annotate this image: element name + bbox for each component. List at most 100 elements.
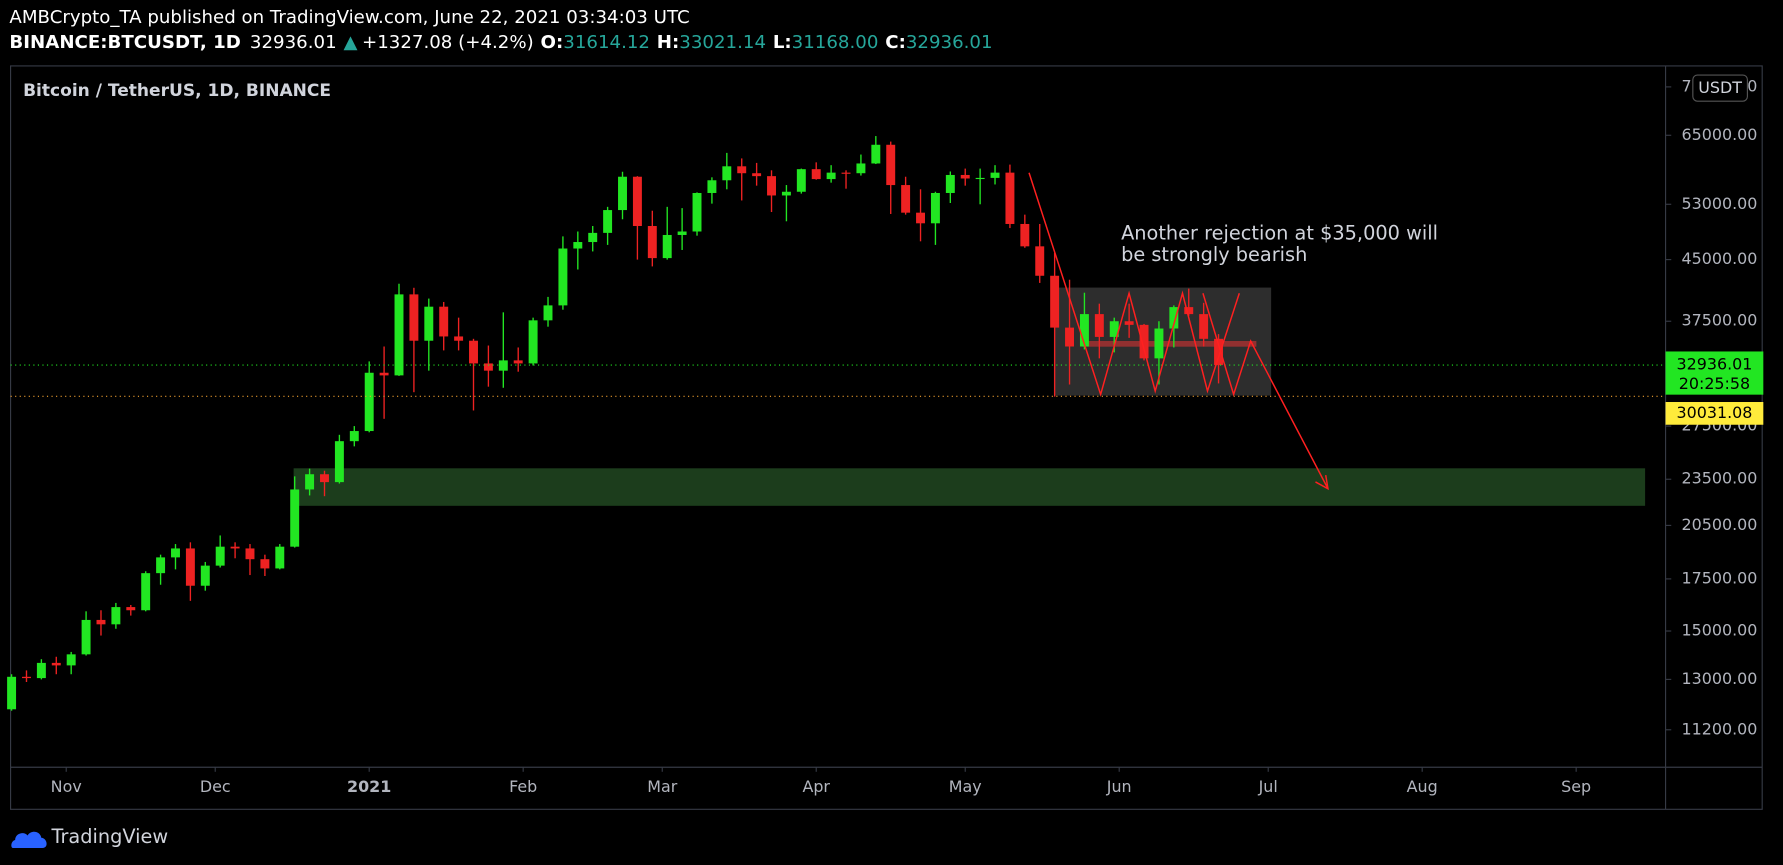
x-tick-label: Sep — [1561, 777, 1591, 796]
candle-body — [454, 336, 464, 341]
candle-body — [439, 306, 449, 337]
y-tick-label: 13000.00 — [1681, 669, 1757, 688]
candle-body — [558, 248, 568, 306]
candle-body — [334, 441, 344, 483]
candle-body — [81, 619, 91, 655]
drawings: Another rejection at $35,000 will be str… — [1028, 172, 1438, 491]
candle-body — [1154, 328, 1164, 359]
price-line-label: 30031.08 — [1676, 403, 1752, 422]
candle-body — [603, 210, 613, 233]
candle-body — [856, 163, 866, 174]
candle-body — [215, 546, 225, 566]
candle-body — [945, 174, 955, 193]
candle-body — [886, 144, 896, 186]
direction: ▲ — [343, 32, 357, 53]
candle-body — [975, 177, 985, 180]
candle-body — [513, 360, 523, 364]
candle-body — [1109, 321, 1119, 337]
h-value: 33021.14 — [679, 32, 766, 53]
candle-body — [752, 173, 762, 177]
last-price-tag — [1665, 351, 1764, 395]
candle-body — [394, 294, 404, 376]
candle-body — [707, 180, 717, 193]
y-tick-label: 45000.00 — [1681, 249, 1757, 268]
candle-body — [916, 212, 925, 224]
y-tick-label: 53000.00 — [1681, 194, 1757, 213]
price: 32936.01 — [250, 32, 337, 53]
candle-body — [409, 294, 419, 341]
change: +1327.08 (+4.2%) — [362, 32, 534, 53]
candle-body — [7, 676, 17, 710]
candle-body — [1005, 172, 1015, 224]
candle-body — [1035, 246, 1045, 276]
candle-body — [1079, 314, 1089, 347]
candle-body — [1169, 307, 1179, 329]
currency-label: USDT — [1698, 78, 1742, 97]
candle-body — [960, 174, 970, 179]
candle-body — [498, 360, 508, 371]
candle-body — [1124, 321, 1134, 325]
candle-body — [662, 234, 672, 259]
l-label: L: — [773, 32, 792, 53]
candle-body — [677, 231, 687, 235]
candle-body — [1199, 314, 1209, 339]
h-label: H: — [657, 32, 679, 53]
candle-body — [826, 172, 836, 180]
c-label: C: — [885, 32, 906, 53]
x-tick-label: May — [949, 777, 982, 796]
x-tick-label: 2021 — [347, 777, 391, 796]
x-tick-label: Mar — [647, 777, 677, 796]
logo-cloud — [11, 831, 47, 848]
candle-body — [66, 654, 76, 666]
zigzag-pattern — [1028, 172, 1241, 397]
annotation-line: Another rejection at $35,000 will — [1121, 222, 1438, 245]
c-value: 32936.01 — [906, 32, 993, 53]
logo — [11, 831, 47, 848]
candle-body — [632, 176, 642, 227]
candle-body — [528, 320, 538, 364]
l-value: 31168.00 — [792, 32, 879, 53]
candle-body — [767, 176, 776, 196]
candle-body — [96, 619, 106, 625]
candle-body — [364, 372, 374, 432]
currency-box — [1692, 74, 1748, 102]
candle-body — [1139, 324, 1149, 359]
arrow-head — [1315, 475, 1329, 491]
candle-body — [305, 474, 315, 490]
candle-body — [841, 172, 851, 174]
y-tick-label: 11200.00 — [1681, 719, 1757, 738]
annotation-line: be strongly bearish — [1121, 243, 1307, 266]
candle-body — [737, 166, 747, 174]
candle-body — [1214, 338, 1224, 366]
resistance-band — [1082, 340, 1257, 347]
candle-body — [320, 474, 329, 483]
x-tick-label: Jul — [1258, 777, 1278, 796]
candle-body — [796, 169, 806, 192]
candle-body — [1065, 327, 1075, 347]
candle-body — [260, 559, 270, 569]
last-price-label: 32936.01 — [1676, 355, 1752, 374]
candle-body — [618, 176, 627, 211]
x-tick-label: Dec — [200, 777, 231, 796]
y-tick-label: 17500.00 — [1681, 568, 1757, 587]
chart-title: Bitcoin / TetherUS, 1D, BINANCE — [23, 81, 331, 101]
symbol-line: BINANCE:BTCUSDT, 1D 32936.01 ▲ +1327.08 (+4… — [9, 32, 992, 53]
candle-body — [349, 431, 359, 442]
candle-body — [171, 548, 180, 558]
chart-frame — [10, 65, 1763, 810]
candle-body — [469, 340, 478, 364]
candle-body — [573, 242, 583, 249]
x-tick-label: Apr — [802, 777, 830, 796]
candle-body — [1050, 275, 1060, 328]
y-tick-label: 65000.00 — [1681, 125, 1757, 144]
x-tick-label: Jun — [1106, 777, 1132, 796]
candle-body — [379, 372, 389, 376]
brand: TradingView — [51, 825, 169, 848]
candle-body — [722, 166, 732, 181]
candle-body — [185, 548, 195, 586]
candle-body — [22, 676, 31, 679]
candle-body — [36, 662, 46, 679]
publish-info: AMBCrypto_TA published on TradingView.co… — [9, 7, 689, 28]
